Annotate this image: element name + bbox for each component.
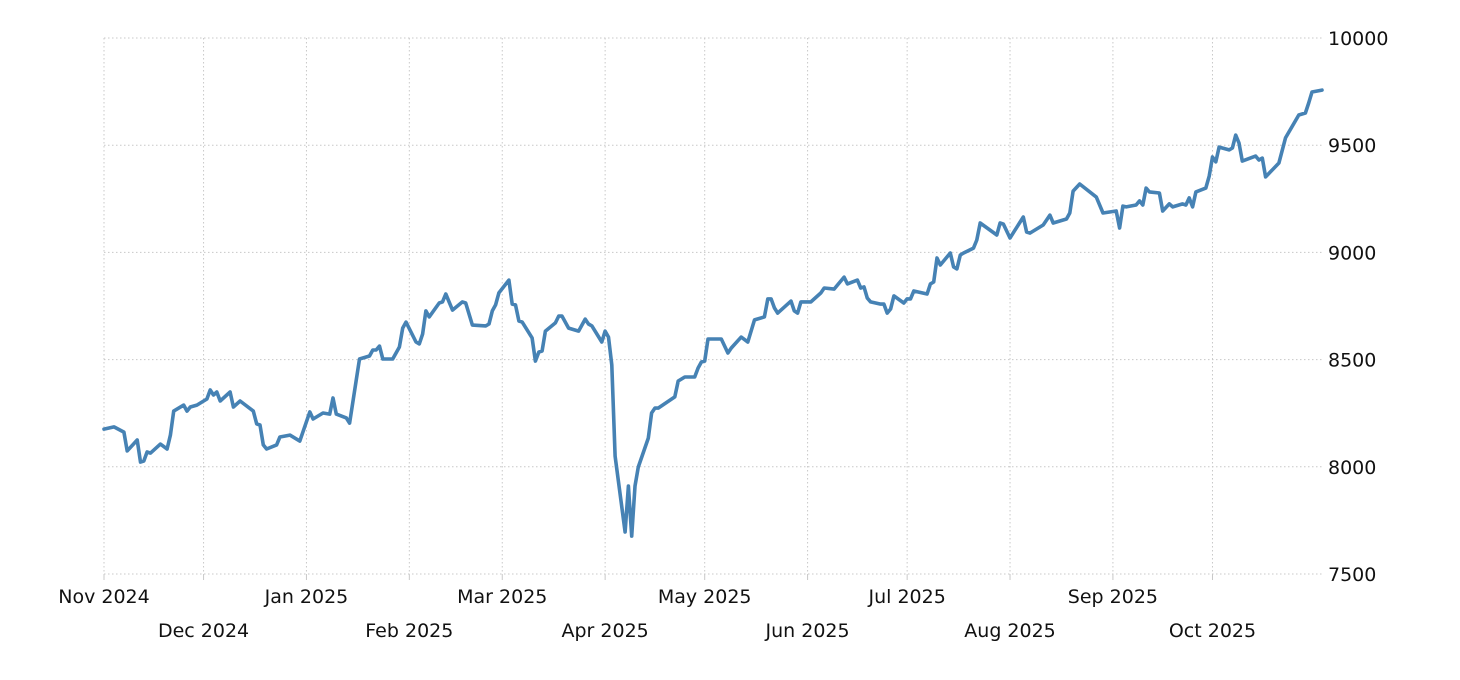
y-tick-label: 10000 xyxy=(1328,28,1388,50)
y-tick-label: 8500 xyxy=(1328,350,1376,372)
x-tick-label: Oct 2025 xyxy=(1169,620,1256,642)
x-tick-label: Nov 2024 xyxy=(58,586,149,608)
series-line xyxy=(102,88,1324,538)
x-tick-label: Jun 2025 xyxy=(765,620,850,642)
x-tick-label: Sep 2025 xyxy=(1068,586,1158,608)
x-tick-label: Aug 2025 xyxy=(964,620,1056,642)
x-tick-label: Jan 2025 xyxy=(264,586,349,608)
y-tick-label: 9000 xyxy=(1328,242,1376,264)
x-tick-label: Feb 2025 xyxy=(365,620,453,642)
y-tick-label: 8000 xyxy=(1328,457,1376,479)
y-tick-label: 7500 xyxy=(1328,564,1376,586)
plot-area xyxy=(102,88,1324,538)
y-tick-label: 9500 xyxy=(1328,135,1376,157)
x-tick-label: Mar 2025 xyxy=(457,586,547,608)
x-tick-label: May 2025 xyxy=(658,586,752,608)
grid xyxy=(103,37,1322,580)
x-tick-label: Dec 2024 xyxy=(158,620,249,642)
x-tick-label: Jul 2025 xyxy=(867,586,945,608)
y-axis: 7500 8000 8500 9000 9500 10000 xyxy=(1328,28,1388,586)
x-tick-label: Apr 2025 xyxy=(562,620,649,642)
